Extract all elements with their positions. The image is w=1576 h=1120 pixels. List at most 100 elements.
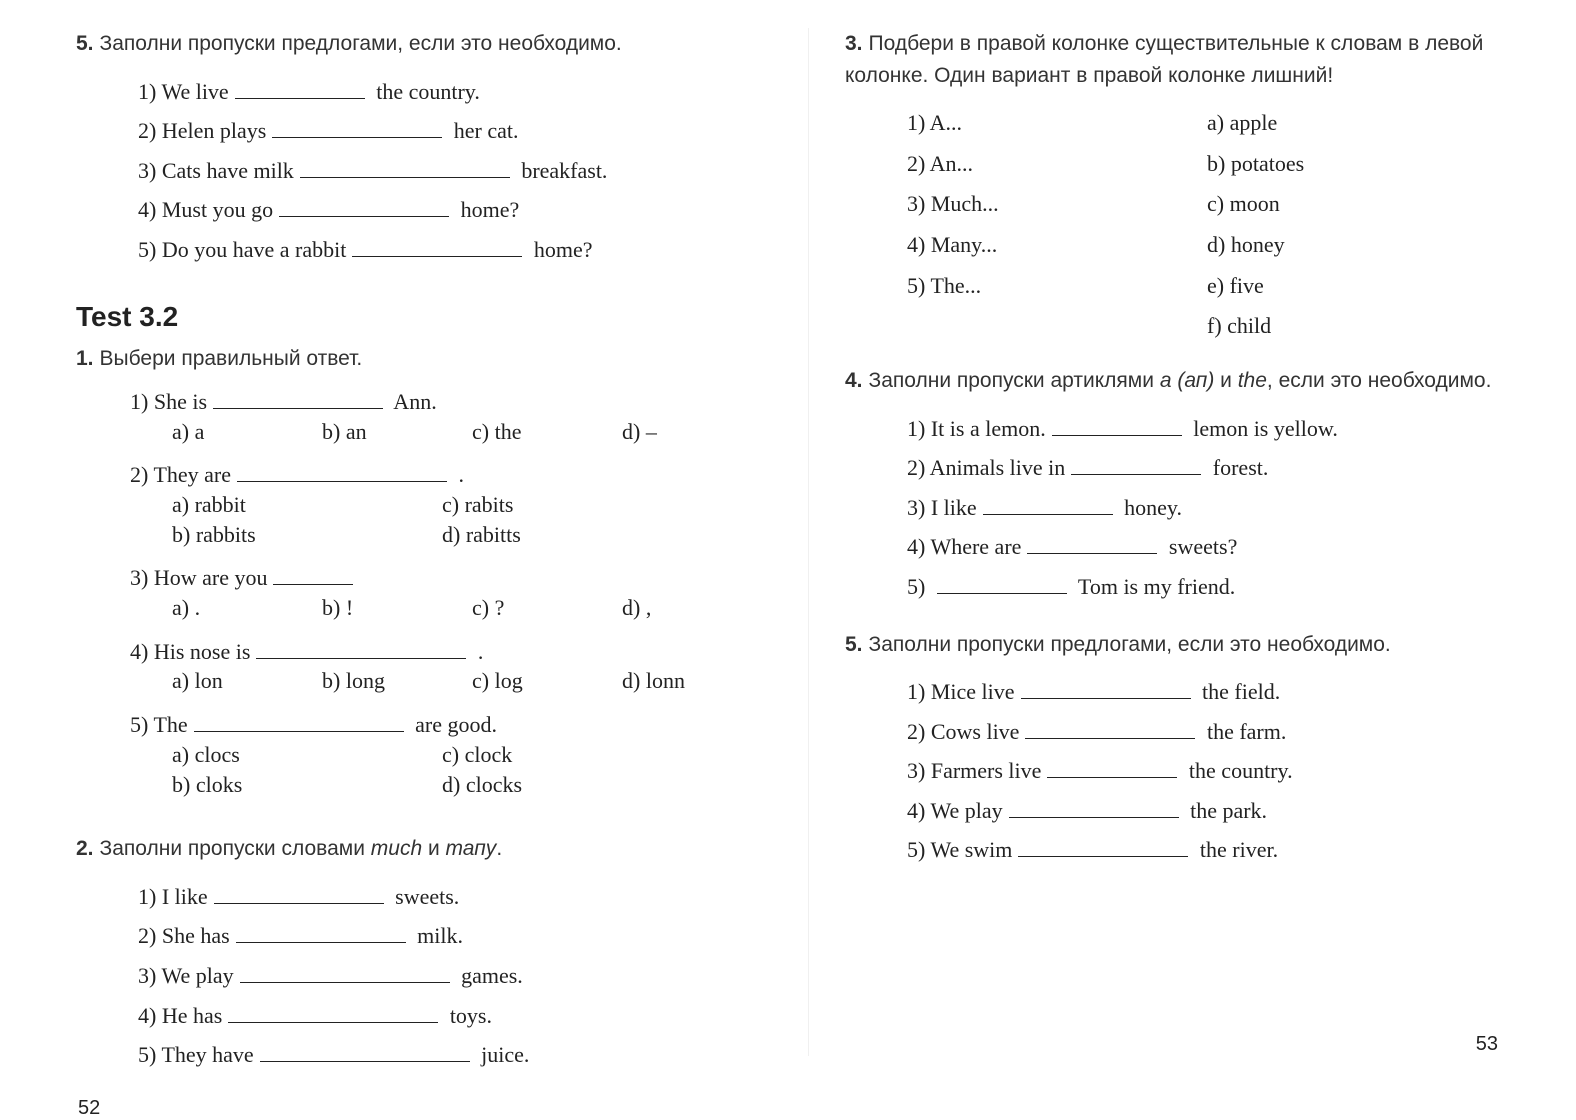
item-number: 3) xyxy=(130,565,154,590)
fill-item: 1) I like sweets. xyxy=(138,877,772,917)
match-letter: e) xyxy=(1207,273,1230,298)
mc-options: a) lonb) longc) logd) lonn xyxy=(172,666,772,696)
item-number: 3) xyxy=(138,963,161,988)
page-right: 3.Подбери в правой колонке существительн… xyxy=(809,28,1536,1056)
blank-underline[interactable] xyxy=(1047,759,1177,779)
item-post: sweets. xyxy=(390,884,460,909)
match-letter: 3) xyxy=(907,191,931,216)
right-task3-intro: 3.Подбери в правой колонке существительн… xyxy=(845,28,1500,91)
mc-option[interactable]: b) an xyxy=(322,417,472,447)
right-task4-items: 1) It is a lemon. lemon is yellow.2) Ani… xyxy=(907,409,1500,607)
fill-item: 3) We play games. xyxy=(138,956,772,996)
match-text: Many... xyxy=(931,232,997,257)
mc-item: 1) She is Ann.a) ab) anc) thed) – xyxy=(130,387,772,446)
mc-stem: 1) She is Ann. xyxy=(130,387,772,417)
match-text: honey xyxy=(1231,232,1285,257)
blank-underline[interactable] xyxy=(983,495,1113,515)
item-number: 1) xyxy=(907,416,931,441)
blank-underline[interactable] xyxy=(213,389,383,409)
mc-option[interactable]: b) cloks xyxy=(172,770,442,800)
item-pre: I like xyxy=(931,495,977,520)
mc-stem: 3) How are you xyxy=(130,563,772,593)
item-pre: Cats have milk xyxy=(162,158,294,183)
mc-option[interactable]: a) lon xyxy=(172,666,322,696)
task-intro-text: Заполни пропуски предлогами, если это не… xyxy=(100,32,622,55)
match-text: apple xyxy=(1230,110,1278,135)
mc-option[interactable]: d) clocks xyxy=(442,770,712,800)
blank-underline[interactable] xyxy=(300,158,510,178)
mc-option[interactable]: c) clock xyxy=(442,740,712,770)
item-post: the field. xyxy=(1197,679,1281,704)
fill-item: 5) Tom is my friend. xyxy=(907,567,1500,607)
mc-option[interactable]: c) rabits xyxy=(442,490,712,520)
item-post: honey. xyxy=(1119,495,1182,520)
blank-underline[interactable] xyxy=(1071,456,1201,476)
blank-underline[interactable] xyxy=(228,1003,438,1023)
mc-option[interactable]: a) rabbit xyxy=(172,490,442,520)
mc-option[interactable]: c) the xyxy=(472,417,622,447)
blank-underline[interactable] xyxy=(260,1042,470,1062)
blank-underline[interactable] xyxy=(240,963,450,983)
mc-option[interactable]: a) clocs xyxy=(172,740,442,770)
blank-underline[interactable] xyxy=(235,79,365,99)
item-pre: Farmers live xyxy=(931,758,1042,783)
match-row: 5) The... xyxy=(907,266,1207,307)
task-number: 5. xyxy=(76,32,94,55)
item-number: 2) xyxy=(907,719,931,744)
intro-italic: тапу xyxy=(446,837,497,860)
item-post: home? xyxy=(455,197,519,222)
fill-item: 5) Do you have a rabbit home? xyxy=(138,230,772,270)
blank-underline[interactable] xyxy=(214,884,384,904)
fill-item: 1) Mice live the field. xyxy=(907,672,1500,712)
mc-option[interactable]: b) rabbits xyxy=(172,520,442,550)
match-row: 3) Much... xyxy=(907,184,1207,225)
item-pre: We live xyxy=(161,79,228,104)
item-number: 2) xyxy=(138,118,162,143)
mc-option[interactable]: c) log xyxy=(472,666,622,696)
blank-underline[interactable] xyxy=(1009,798,1179,818)
match-text: A... xyxy=(930,110,962,135)
mc-option[interactable]: d) , xyxy=(622,593,772,623)
mc-option[interactable]: b) ! xyxy=(322,593,472,623)
blank-underline[interactable] xyxy=(236,924,406,944)
match-text: moon xyxy=(1230,191,1280,216)
mc-options: a) ab) anc) thed) – xyxy=(172,417,772,447)
blank-underline[interactable] xyxy=(352,237,522,257)
intro-italic: а (ап) xyxy=(1160,369,1215,392)
stem-pre: The xyxy=(153,712,187,737)
blank-underline[interactable] xyxy=(1021,679,1191,699)
item-number: 5) xyxy=(138,237,162,262)
blank-underline[interactable] xyxy=(1052,416,1182,436)
task-intro-text: Заполни пропуски предлогами, если это не… xyxy=(869,633,1391,656)
item-post: the river. xyxy=(1194,837,1278,862)
left-task2-items: 1) I like sweets.2) She has milk.3) We p… xyxy=(138,877,772,1075)
match-row: e) five xyxy=(1207,266,1304,307)
mc-option[interactable]: a) . xyxy=(172,593,322,623)
blank-underline[interactable] xyxy=(272,118,442,138)
mc-option[interactable]: b) long xyxy=(322,666,472,696)
blank-underline[interactable] xyxy=(194,712,404,732)
stem-pre: They are xyxy=(153,462,231,487)
page-number-left: 52 xyxy=(76,1097,772,1120)
stem-pre: She is xyxy=(154,389,207,414)
test-heading: Test 3.2 xyxy=(76,301,772,333)
mc-option[interactable]: a) a xyxy=(172,417,322,447)
mc-option[interactable]: c) ? xyxy=(472,593,622,623)
intro-mid: и xyxy=(1214,369,1237,392)
blank-underline[interactable] xyxy=(1027,535,1157,555)
blank-underline[interactable] xyxy=(273,566,353,586)
blank-underline[interactable] xyxy=(279,198,449,218)
mc-option[interactable]: d) – xyxy=(622,417,772,447)
blank-underline[interactable] xyxy=(237,463,447,483)
mc-option[interactable]: d) rabitts xyxy=(442,520,712,550)
blank-underline[interactable] xyxy=(937,574,1067,594)
mc-options: a) clocsc) clockb) cloksd) clocks xyxy=(172,740,772,799)
match-row: d) honey xyxy=(1207,225,1304,266)
item-pre: Where are xyxy=(930,534,1021,559)
right-task5-items: 1) Mice live the field.2) Cows live the … xyxy=(907,672,1500,870)
blank-underline[interactable] xyxy=(1018,838,1188,858)
mc-option[interactable]: d) lonn xyxy=(622,666,772,696)
blank-underline[interactable] xyxy=(256,639,466,659)
intro-post: . xyxy=(496,837,502,860)
blank-underline[interactable] xyxy=(1025,719,1195,739)
